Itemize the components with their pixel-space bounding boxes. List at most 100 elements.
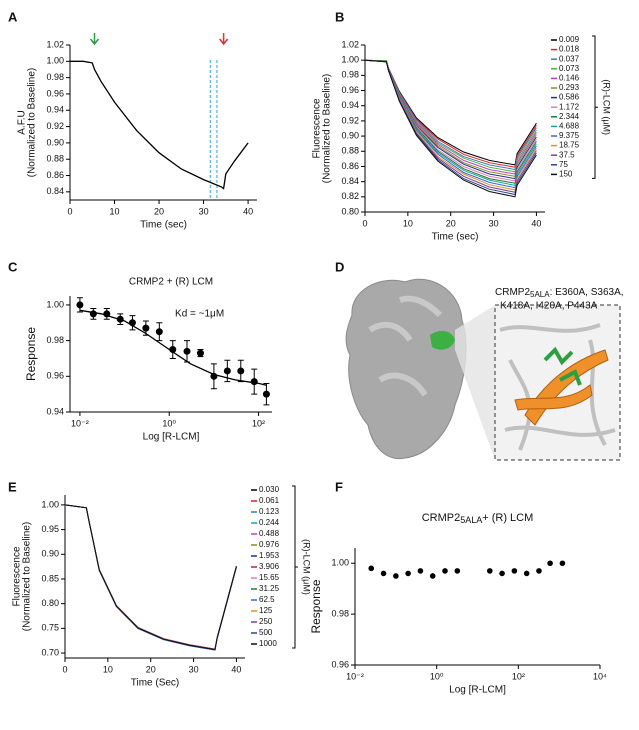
legend-label: 18.75 xyxy=(559,141,580,150)
x-tick-label: 10 xyxy=(110,206,120,216)
series-line xyxy=(64,504,237,651)
y-tick-label: 0.84 xyxy=(341,176,359,186)
legend-label: 15.65 xyxy=(259,573,280,582)
x-tick-label: 10⁻² xyxy=(346,671,364,681)
series-line xyxy=(64,504,237,651)
y-axis-label: (Normalized to Baseline) xyxy=(27,68,38,178)
y-tick-label: 0.94 xyxy=(46,105,64,115)
arrow xyxy=(219,33,229,46)
y-tick-label: 0.96 xyxy=(331,659,349,669)
data-point xyxy=(250,378,258,386)
y-tick-label: 0.88 xyxy=(341,146,359,156)
data-line xyxy=(70,60,249,190)
data-point xyxy=(547,560,553,567)
y-tick-label: 1.02 xyxy=(341,39,359,49)
y-tick-label: 0.82 xyxy=(341,191,359,201)
panel-label: A xyxy=(8,9,18,24)
y-tick-label: 1.00 xyxy=(331,558,349,568)
caption-part: CRMP2 xyxy=(495,287,530,298)
series-line xyxy=(64,504,237,651)
y-tick-label: 0.98 xyxy=(46,72,64,82)
data-point xyxy=(417,568,424,574)
x-tick-label: 10⁰ xyxy=(430,671,444,681)
data-point xyxy=(405,570,411,577)
x-tick-label: 10² xyxy=(252,418,265,428)
data-point xyxy=(559,560,566,567)
series-line xyxy=(64,504,237,651)
x-tick-label: 40 xyxy=(531,218,541,228)
data-point xyxy=(499,570,505,577)
legend-label: 3.906 xyxy=(259,562,280,571)
x-tick-label: 20 xyxy=(154,206,164,216)
data-point xyxy=(380,570,387,577)
legend-label: 0.146 xyxy=(559,74,580,83)
data-point xyxy=(76,301,84,309)
legend-label: 31.25 xyxy=(259,584,280,593)
legend-label: 1.953 xyxy=(259,551,280,560)
x-tick-label: 10² xyxy=(512,671,525,681)
data-point xyxy=(442,568,448,574)
legend-brace xyxy=(592,35,598,179)
x-tick-label: 0 xyxy=(62,664,67,674)
panel-label: F xyxy=(335,479,343,494)
zoom-wedge xyxy=(455,305,495,460)
legend-label: 1.172 xyxy=(559,102,580,111)
series-line xyxy=(64,504,237,651)
panel-label: B xyxy=(335,9,344,24)
legend-brace xyxy=(292,485,298,649)
y-tick-label: 0.96 xyxy=(46,371,64,381)
series-line xyxy=(364,59,537,193)
data-point xyxy=(210,372,218,380)
orange-strand xyxy=(514,384,593,411)
y-tick-label: 1.00 xyxy=(46,56,64,66)
y-tick-label: 0.80 xyxy=(41,598,59,608)
legend-title: (R)-LCM (μM) xyxy=(302,539,312,595)
y-axis-label: Fluorescence xyxy=(312,98,323,158)
y-tick-label: 0.98 xyxy=(341,70,359,80)
y-tick-label: 1.00 xyxy=(41,499,59,509)
x-tick-label: 40 xyxy=(231,664,241,674)
legend-label: 500 xyxy=(259,628,273,637)
y-tick-label: 0.95 xyxy=(41,524,59,534)
panel-d-art xyxy=(345,278,621,461)
y-tick-label: 0.84 xyxy=(46,186,64,196)
y-tick-label: 0.92 xyxy=(46,121,64,131)
binding-site xyxy=(430,330,455,350)
legend-label: 150 xyxy=(559,170,573,179)
y-axis-label: Fluorescence xyxy=(12,546,23,606)
chart-title: CRMP25ALA+ (R) LCM xyxy=(422,512,534,525)
data-point xyxy=(103,310,111,318)
x-axis-label: Log [R-LCM] xyxy=(449,685,506,696)
legend-label: 0.061 xyxy=(259,496,280,505)
y-axis-label: A.F.U xyxy=(17,110,28,134)
x-axis-label: Time (sec) xyxy=(432,232,479,243)
series-line xyxy=(64,504,237,651)
data-point xyxy=(429,573,436,579)
data-point xyxy=(511,568,518,574)
y-tick-label: 0.96 xyxy=(46,88,64,98)
y-tick-label: 0.75 xyxy=(41,623,59,633)
data-point xyxy=(142,324,150,332)
x-axis-label: Log [R-LCM] xyxy=(143,432,200,443)
y-tick-label: 1.00 xyxy=(341,55,359,65)
y-tick-label: 0.90 xyxy=(341,130,359,140)
legend-label: 0.073 xyxy=(559,64,580,73)
legend-label: 0.488 xyxy=(259,529,280,538)
y-axis-label: (Normalized to Baseline) xyxy=(322,74,333,184)
x-tick-label: 0 xyxy=(362,218,367,228)
title-part: + (R) LCM xyxy=(482,512,533,524)
caption-part: : E360A, S363A, xyxy=(550,287,624,298)
y-tick-label: 0.80 xyxy=(341,206,359,216)
data-point xyxy=(536,568,542,574)
legend-label: 2.344 xyxy=(559,112,580,121)
y-tick-label: 1.02 xyxy=(46,39,64,49)
x-tick-label: 10 xyxy=(103,664,113,674)
series-line xyxy=(64,504,237,651)
title-part: CRMP2 xyxy=(422,512,461,524)
data-point xyxy=(368,565,375,572)
series-line xyxy=(64,504,237,651)
y-tick-label: 0.96 xyxy=(341,85,359,95)
x-tick-label: 20 xyxy=(446,218,456,228)
y-tick-label: 0.85 xyxy=(41,573,59,583)
x-tick-label: 20 xyxy=(146,664,156,674)
